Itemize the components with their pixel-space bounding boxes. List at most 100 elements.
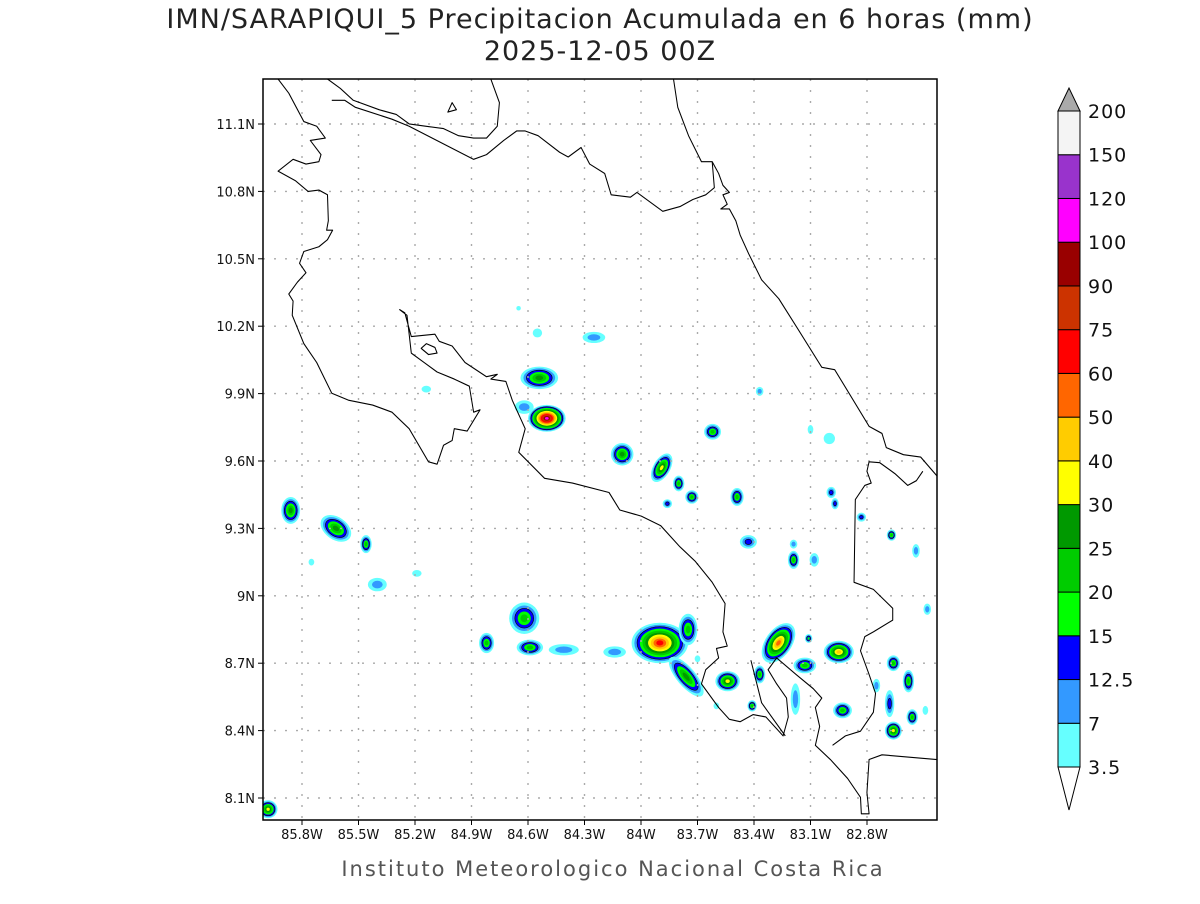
- lat-tick-label: 10.5N: [216, 253, 255, 268]
- precip-cell: [514, 400, 534, 414]
- lat-tick-label: 10.8N: [216, 185, 255, 200]
- precip-contour-7: [913, 547, 919, 555]
- lon-tick-label: 83.1W: [790, 828, 832, 843]
- precip-contour-3.5: [823, 432, 835, 445]
- colorbar-label: 12.5: [1088, 670, 1134, 692]
- colorbar-label: 150: [1088, 145, 1127, 167]
- precip-cell: [360, 535, 372, 554]
- lon-tick-label: 83.7W: [677, 828, 719, 843]
- map-title: IMN/SARAPIQUI_5 Precipitacion Acumulada …: [166, 4, 1033, 35]
- precip-contour-20: [890, 533, 893, 537]
- precip-cell: [281, 496, 301, 524]
- precip-cell: [516, 305, 521, 311]
- lon-tick-label: 84.9W: [451, 828, 493, 843]
- precip-cell: [610, 443, 634, 466]
- precip-contour-3.5: [532, 328, 543, 338]
- colorbar-swatch: [1057, 635, 1081, 681]
- colorbar-swatch: [1057, 372, 1081, 418]
- lon-tick-label: 83.4W: [733, 828, 775, 843]
- precip-contour-20: [907, 678, 910, 684]
- precip-cell: [761, 623, 796, 663]
- precip-cell: [902, 669, 915, 693]
- colorbar-swatch: [1057, 197, 1081, 243]
- colorbar-label: 120: [1088, 188, 1127, 210]
- colorbar-label: 25: [1088, 538, 1114, 560]
- precip-cell: [603, 646, 626, 658]
- precip-cell: [479, 632, 495, 654]
- colorbar-label: 60: [1088, 363, 1114, 385]
- precip-cell: [713, 702, 720, 710]
- precip-contour-20: [364, 541, 368, 547]
- footer-credit: Instituto Meteorologico Nacional Costa R…: [341, 857, 884, 881]
- colorbar-label: 7: [1088, 713, 1101, 735]
- colorbar-swatch: [1057, 591, 1081, 637]
- map-frame: [262, 78, 938, 821]
- precip-cell: [886, 529, 897, 541]
- precip-contour-20: [710, 429, 715, 434]
- colorbar-label: 30: [1088, 495, 1114, 517]
- lat-tick-label: 9.3N: [225, 522, 255, 537]
- precip-cell: [886, 655, 900, 672]
- precip-contour-25: [682, 672, 690, 681]
- precip-cell: [809, 553, 819, 567]
- precip-contour-30: [659, 465, 664, 471]
- colorbar-legend: 3.5 7 12.5 15 20 25 30 40 50 60 75 90 100 120 150 200: [1057, 86, 1134, 811]
- precip-contour-20: [792, 557, 795, 563]
- lon-tick-label: 84W: [626, 828, 656, 843]
- colorbar-label: 100: [1088, 232, 1127, 254]
- lat-tick-label: 8.1N: [225, 792, 255, 807]
- coastline: [277, 79, 937, 815]
- precip-contour-60: [656, 640, 664, 646]
- lat-tick-label: 9.6N: [225, 455, 255, 470]
- precip-contour-3.5: [713, 702, 720, 710]
- precip-contour-50: [776, 640, 781, 646]
- precip-contour-7: [791, 541, 796, 547]
- colorbar-swatch: [1057, 110, 1081, 156]
- colorbar-label: 40: [1088, 451, 1114, 473]
- precip-cell: [755, 386, 764, 396]
- colorbar-swatch: [1057, 722, 1081, 768]
- precip-cell: [789, 539, 798, 549]
- precip-cell: [833, 702, 852, 719]
- precip-cell: [678, 613, 698, 646]
- lon-tick-label: 84.3W: [564, 828, 606, 843]
- precip-contour-20: [735, 494, 739, 500]
- lat-tick-label: 8.7N: [225, 657, 255, 672]
- axis-ticks: 85.8W 85.5W 85.2W 84.9W 84.6W 84.3W 84W 83.7W 83…: [216, 118, 888, 843]
- precip-cell: [856, 512, 867, 522]
- precip-cell: [884, 690, 895, 718]
- precip-contour-20: [758, 672, 762, 677]
- precip-cell: [704, 423, 722, 440]
- colorbar-swatch: [1057, 329, 1081, 374]
- precip-contour-3.5: [308, 558, 315, 566]
- colorbar-swatch: [1057, 504, 1081, 549]
- precip-cell: [263, 800, 278, 819]
- lon-tick-label: 85.2W: [394, 828, 436, 843]
- precip-contour-25: [535, 375, 544, 381]
- precip-contour-20: [891, 661, 895, 666]
- precip-cell: [912, 544, 920, 558]
- precip-contour-7: [608, 648, 622, 656]
- precip-contour-7: [874, 681, 879, 690]
- precip-cell: [412, 569, 422, 577]
- colorbar-swatch: [1057, 547, 1081, 593]
- precip-contour-20: [685, 625, 691, 634]
- precip-cell: [694, 655, 701, 663]
- colorbar-swatch: [1057, 154, 1081, 199]
- gridlines: [263, 79, 937, 820]
- precip-contour-12.5: [859, 515, 864, 520]
- precip-contour-7: [757, 388, 762, 394]
- precip-contour-20: [802, 663, 808, 668]
- precip-contour-7: [518, 403, 530, 411]
- precip-contour-12.5: [829, 489, 834, 495]
- precip-cell: [826, 486, 836, 499]
- precip-contour-20: [677, 481, 681, 486]
- precip-cell: [787, 550, 800, 569]
- precip-cell: [922, 705, 929, 715]
- colorbar-swatch: [1057, 416, 1081, 462]
- precip-cell: [668, 656, 704, 697]
- precip-contour-7: [372, 580, 383, 589]
- precip-contour-20: [526, 645, 534, 650]
- precip-cell: [650, 453, 673, 483]
